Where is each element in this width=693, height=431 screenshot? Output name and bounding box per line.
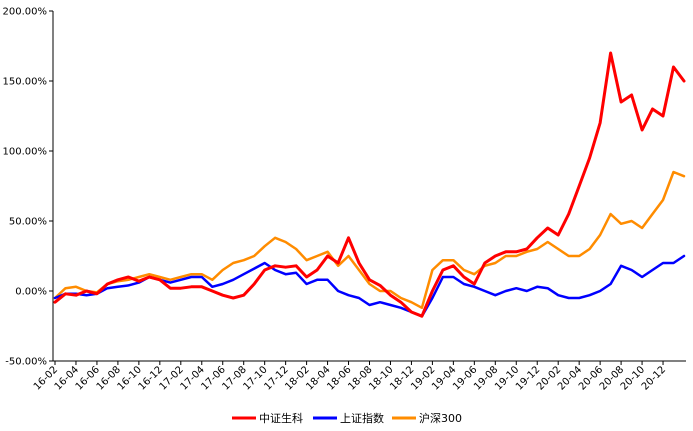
legend: 中证生科 上证指数 沪深300 bbox=[232, 411, 462, 425]
legend-label-1: 中证生科 bbox=[259, 411, 303, 425]
legend-label-2: 上证指数 bbox=[340, 411, 384, 425]
y-tick-label: 100.00% bbox=[3, 147, 48, 158]
series-line-3 bbox=[53, 170, 686, 310]
legend-label-3: 沪深300 bbox=[419, 411, 462, 425]
series-line-2 bbox=[53, 254, 686, 318]
y-tick-label: 0.00% bbox=[15, 287, 47, 298]
x-axis: 16-0216-0416-0616-0816-1016-1217-0217-04… bbox=[32, 360, 686, 393]
series-line-1 bbox=[53, 51, 686, 318]
y-tick-label: 150.00% bbox=[3, 77, 48, 88]
y-tick-label: 50.00% bbox=[9, 217, 47, 228]
y-axis: -50.00% 0.00% 50.00% 100.00% 150.00% 200.00% bbox=[3, 7, 54, 368]
y-tick-label: -50.00% bbox=[5, 357, 47, 368]
y-tick-label: 200.00% bbox=[3, 7, 48, 18]
series-lines bbox=[53, 51, 686, 318]
x-tick-label: 20-12 bbox=[640, 364, 668, 392]
